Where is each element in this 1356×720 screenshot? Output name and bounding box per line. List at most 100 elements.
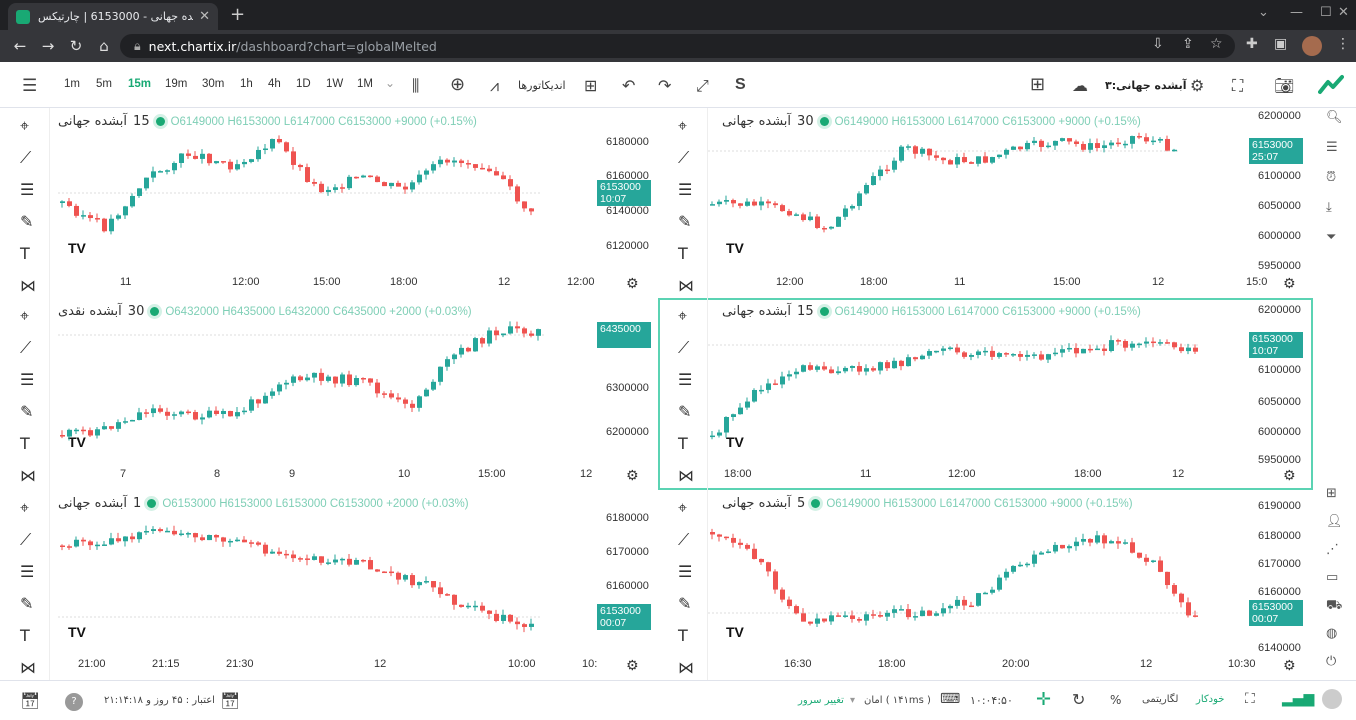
maximize-icon[interactable]: ☐	[1320, 5, 1332, 20]
symbol-name[interactable]: آبشده جهانی	[58, 496, 128, 511]
install-icon[interactable]: ⇩	[1152, 36, 1164, 52]
log-toggle[interactable]: لگاریتمی	[1142, 694, 1179, 705]
crosshair-add-icon[interactable]: ✛	[1036, 689, 1052, 710]
chart-panel[interactable]: ⌖ ⟋ ☰ ✎ T ⋈ آبشده جهانی 15 O6149000 H6153000 …	[0, 108, 656, 298]
candle-type-icon[interactable]: ⫼	[412, 76, 420, 95]
fullscreen-icon[interactable]: ⛶	[1232, 76, 1244, 95]
filter-icon[interactable]: ⏷	[1326, 230, 1337, 245]
trendline-icon[interactable]: ⟋	[678, 148, 690, 167]
close-tab-icon[interactable]: ✕	[199, 9, 210, 24]
power-icon[interactable]: ⏻	[1326, 654, 1337, 669]
chart-settings-gear-icon[interactable]: ⚙	[1283, 276, 1296, 292]
fib-icon[interactable]: ☰	[678, 180, 693, 199]
crosshair-icon[interactable]: ⌖	[678, 306, 688, 325]
forward-icon[interactable]: →	[41, 37, 55, 55]
chevron-down-icon[interactable]: ⌄	[1258, 5, 1269, 20]
text-icon[interactable]: T	[20, 434, 30, 453]
pattern-icon[interactable]: ⋈	[678, 276, 694, 295]
extensions-icon[interactable]: ✚	[1246, 36, 1258, 52]
new-tab-button[interactable]: +	[230, 4, 246, 25]
resolution[interactable]: 15	[797, 304, 814, 319]
resolution[interactable]: 15	[133, 114, 150, 129]
auto-toggle[interactable]: خودکار	[1196, 694, 1225, 705]
sidepanel-icon[interactable]: ▣	[1274, 36, 1288, 52]
table-icon[interactable]: ⊞	[1030, 74, 1046, 95]
address-bar[interactable]: 🔒︎ next.chartix.ir/dashboard?chart=globa…	[120, 34, 1235, 58]
resolution[interactable]: 30	[127, 304, 145, 319]
car-icon[interactable]: ⛟	[1326, 598, 1343, 613]
symbol-name[interactable]: آبشده جهانی	[722, 304, 792, 319]
fib-icon[interactable]: ☰	[20, 180, 35, 199]
timeframe-30m[interactable]: 30m	[202, 78, 225, 90]
percent-toggle[interactable]: %	[1110, 693, 1122, 707]
layout-grid-icon[interactable]: ⊞	[584, 76, 598, 95]
timeframe-19m[interactable]: 19m	[165, 78, 188, 90]
camera-icon[interactable]: 📷︎	[1274, 76, 1295, 95]
timeframe-1w[interactable]: 1W	[326, 78, 344, 90]
fib-icon[interactable]: ☰	[20, 370, 35, 389]
brush-icon[interactable]: ✎	[678, 594, 692, 613]
chart-settings-gear-icon[interactable]: ⚙	[626, 276, 639, 292]
card-icon[interactable]: ▭	[1326, 570, 1339, 585]
globe-icon[interactable]: ◍	[1326, 626, 1338, 641]
symbol-name[interactable]: آبشده نقدی	[58, 304, 122, 319]
brush-icon[interactable]: ✎	[20, 212, 34, 231]
network-icon[interactable]: ⋰	[1326, 542, 1339, 557]
menu-dots-icon[interactable]: ⋮	[1336, 36, 1350, 52]
redo-icon[interactable]: ↷	[658, 76, 672, 95]
refresh-icon[interactable]: ↻	[1072, 690, 1086, 709]
change-server-link[interactable]: تغییر سرور	[798, 695, 844, 706]
brush-icon[interactable]: ✎	[678, 402, 692, 421]
cloud-icon[interactable]: ☁	[1072, 76, 1088, 95]
crosshair-icon[interactable]: ⌖	[678, 498, 688, 517]
fib-icon[interactable]: ☰	[678, 562, 693, 581]
text-icon[interactable]: T	[20, 626, 30, 645]
text-icon[interactable]: T	[678, 626, 688, 645]
chart-settings-gear-icon[interactable]: ⚙	[1283, 468, 1296, 484]
undo-icon[interactable]: ↶	[622, 76, 636, 95]
resolution[interactable]: 5	[797, 496, 806, 511]
timeframe-1mo[interactable]: 1M	[357, 78, 373, 90]
chart-settings-gear-icon[interactable]: ⚙	[626, 468, 639, 484]
pattern-icon[interactable]: ⋈	[20, 658, 36, 677]
user-avatar[interactable]	[1322, 689, 1342, 709]
avatar[interactable]	[1302, 36, 1322, 56]
resolution[interactable]: 30	[797, 114, 814, 129]
chart-panel[interactable]: ⌖ ⟋ ☰ ✎ T ⋈ آبشده جهانی 5 O6149000 H6153000 L…	[658, 490, 1313, 680]
s-button[interactable]: S	[735, 76, 746, 93]
timeframe-5m[interactable]: 5m	[96, 78, 112, 90]
symbol-name[interactable]: آبشده جهانی	[722, 496, 792, 511]
crosshair-icon[interactable]: ⌖	[20, 116, 30, 135]
chart-settings-gear-icon[interactable]: ⚙	[1283, 658, 1296, 674]
calendar-icon[interactable]: 📅︎	[220, 691, 241, 710]
trendline-icon[interactable]: ⟋	[20, 148, 32, 167]
indicators-button[interactable]: اندیکاتورها	[518, 79, 566, 92]
share-icon[interactable]: ⇪	[1182, 36, 1194, 52]
chart-panel[interactable]: ⌖ ⟋ ☰ ✎ T ⋈ آبشده جهانی 30 O6149000 H6153000 …	[658, 108, 1313, 298]
download-icon[interactable]: ⤓	[1326, 200, 1332, 215]
indicators-icon[interactable]: ⩘	[490, 76, 500, 95]
text-icon[interactable]: T	[20, 244, 30, 263]
timeframe-1h[interactable]: 1h	[240, 78, 253, 90]
reload-icon[interactable]: ↻	[69, 37, 83, 55]
text-icon[interactable]: T	[678, 434, 688, 453]
timeframe-4h[interactable]: 4h	[268, 78, 281, 90]
trendline-icon[interactable]: ⟋	[678, 338, 690, 357]
hamburger-menu-icon[interactable]: ☰	[22, 76, 38, 96]
crosshair-icon[interactable]: ⌖	[678, 116, 688, 135]
search-icon[interactable]: 🔍︎	[1326, 110, 1343, 125]
minimize-icon[interactable]: —	[1290, 5, 1303, 20]
trendline-icon[interactable]: ⟋	[20, 338, 32, 357]
text-icon[interactable]: T	[678, 244, 688, 263]
expand-icon[interactable]: ⤢	[696, 76, 709, 95]
symbol-title[interactable]: آبشده جهانی:۳	[1105, 79, 1187, 92]
browser-tab[interactable]: آبشده جهانی - 6153000 | چارتیکس ✕	[8, 3, 218, 30]
pattern-icon[interactable]: ⋈	[678, 658, 694, 677]
crosshair-icon[interactable]: ⌖	[20, 306, 30, 325]
back-icon[interactable]: ←	[13, 37, 27, 55]
widgets-icon[interactable]: ⊞	[1326, 486, 1337, 501]
brush-icon[interactable]: ✎	[20, 402, 34, 421]
chart-panel[interactable]: ⌖ ⟋ ☰ ✎ T ⋈ آبشده جهانی 1 O6153000 H6153000 L…	[0, 490, 656, 680]
timeframe-dropdown-icon[interactable]: ⌄	[385, 76, 396, 90]
resolution[interactable]: 1	[133, 496, 142, 511]
